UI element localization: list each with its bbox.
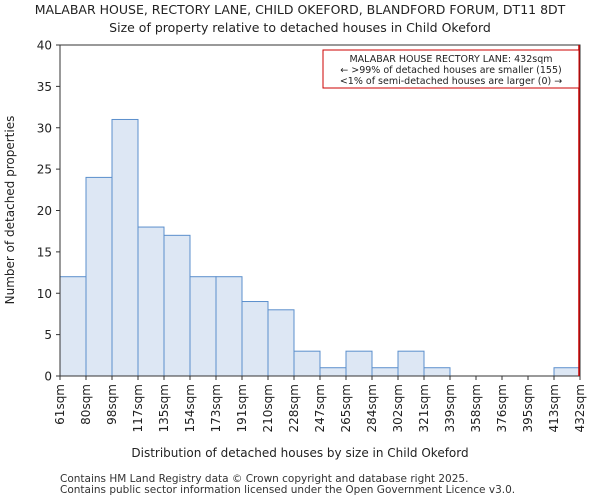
bar-210sqm bbox=[267, 309, 295, 377]
y-tick-label: 40 bbox=[37, 39, 52, 53]
x-axis: 61sqm 80sqm 98sqm 117sqm 135sqm 154sqm 173sqm 1… bbox=[53, 376, 587, 432]
bar-61sqm bbox=[59, 276, 87, 377]
y-tick-label: 30 bbox=[37, 121, 52, 135]
bar-302sqm bbox=[397, 350, 425, 377]
x-tick-label: 98sqm bbox=[105, 384, 119, 425]
bar-265sqm bbox=[345, 350, 373, 377]
x-tick-label: 358sqm bbox=[469, 384, 483, 432]
y-tick-label: 20 bbox=[37, 204, 52, 218]
bar-191sqm bbox=[241, 301, 269, 377]
x-tick-label: 135sqm bbox=[157, 384, 171, 432]
x-tick-label: 265sqm bbox=[339, 384, 353, 432]
annotation-line-3: <1% of semi-detached houses are larger (… bbox=[340, 76, 562, 87]
x-tick-label: 413sqm bbox=[547, 384, 561, 432]
y-tick-label: 15 bbox=[37, 245, 52, 259]
annotation-line-2: ← >99% of detached houses are smaller (1… bbox=[340, 65, 561, 76]
x-tick-label: 376sqm bbox=[495, 384, 509, 432]
bar-247sqm bbox=[319, 367, 347, 377]
annotation-line-1: MALABAR HOUSE RECTORY LANE: 432sqm bbox=[349, 54, 552, 65]
x-tick-label: 80sqm bbox=[79, 384, 93, 425]
bar-80sqm bbox=[85, 176, 113, 377]
y-axis-label: Number of detached properties bbox=[3, 116, 17, 305]
y-tick-label: 25 bbox=[37, 163, 52, 177]
y-axis: 0 5 10 15 20 25 30 35 40 bbox=[37, 39, 60, 384]
bar-284sqm bbox=[371, 367, 399, 377]
x-tick-label: 321sqm bbox=[417, 384, 431, 432]
annotation-frame bbox=[322, 49, 580, 89]
x-tick-label: 173sqm bbox=[209, 384, 223, 432]
x-tick-label: 117sqm bbox=[131, 384, 145, 432]
bar-98sqm bbox=[111, 118, 139, 377]
bar-413sqm bbox=[553, 367, 581, 377]
x-tick-label: 228sqm bbox=[287, 384, 301, 432]
chart-title: MALABAR HOUSE, RECTORY LANE, CHILD OKEFO… bbox=[34, 2, 566, 17]
bar-117sqm bbox=[137, 226, 165, 377]
chart-subtitle: Size of property relative to detached ho… bbox=[109, 20, 491, 35]
footer-copyright: Contains HM Land Registry data © Crown c… bbox=[60, 473, 469, 485]
bars-group bbox=[59, 118, 581, 377]
x-tick-label: 395sqm bbox=[521, 384, 535, 432]
annotation-box: MALABAR HOUSE RECTORY LANE: 432sqm ← >99… bbox=[322, 49, 580, 89]
x-tick-label: 339sqm bbox=[443, 384, 457, 432]
x-tick-label: 191sqm bbox=[235, 384, 249, 432]
x-tick-label: 302sqm bbox=[391, 384, 405, 432]
bar-228sqm bbox=[293, 350, 321, 377]
y-tick-label: 10 bbox=[37, 287, 52, 301]
y-tick-label: 5 bbox=[44, 328, 52, 342]
x-tick-label: 210sqm bbox=[261, 384, 275, 432]
bar-173sqm bbox=[215, 276, 243, 377]
bar-154sqm bbox=[189, 276, 217, 377]
footer-licence: Contains public sector information licen… bbox=[60, 484, 516, 496]
bar-135sqm bbox=[163, 234, 191, 377]
x-tick-label: 432sqm bbox=[573, 384, 587, 432]
y-tick-label: 35 bbox=[37, 80, 52, 94]
x-tick-label: 284sqm bbox=[365, 384, 379, 432]
x-axis-label: Distribution of detached houses by size … bbox=[131, 446, 468, 460]
x-tick-label: 154sqm bbox=[183, 384, 197, 432]
bar-321sqm bbox=[423, 367, 451, 377]
x-tick-label: 61sqm bbox=[53, 384, 67, 425]
x-tick-label: 247sqm bbox=[313, 384, 327, 432]
y-tick-label: 0 bbox=[44, 370, 52, 384]
